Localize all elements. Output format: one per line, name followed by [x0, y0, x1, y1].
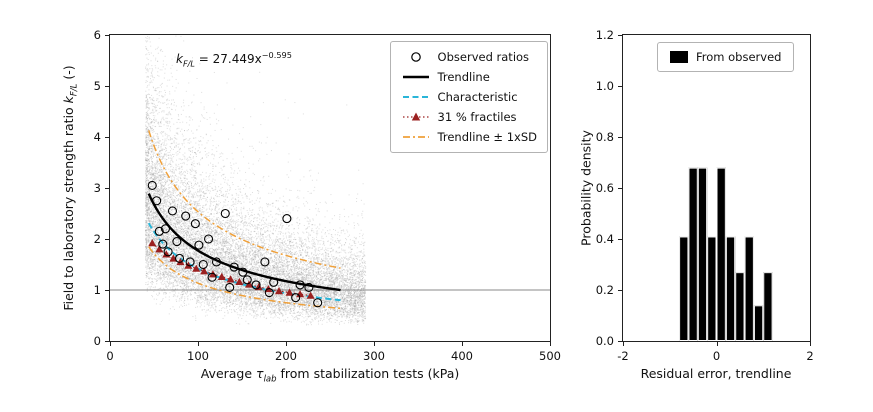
tick-mark	[618, 137, 622, 138]
tick-mark	[105, 188, 109, 189]
legend-label: Trendline ± 1xSD	[437, 130, 537, 144]
tick-label: 3	[93, 181, 101, 195]
tick-mark	[618, 290, 622, 291]
legend-label: Trendline	[437, 70, 490, 84]
tick-mark	[810, 342, 811, 346]
left-x-axis-label: Average τlab from stabilization tests (k…	[201, 366, 460, 385]
y-label-suffix: (-)	[60, 65, 76, 84]
tick-label: 100	[187, 349, 209, 363]
legend-label: Characteristic	[437, 90, 518, 104]
legend-item-observed: Observed ratios	[401, 47, 537, 67]
x-label-sub: lab	[263, 374, 277, 385]
tick-mark	[618, 188, 622, 189]
tick-label: 0	[712, 349, 721, 363]
equation-sub: F/L	[182, 58, 195, 69]
y-label-k: k	[60, 96, 76, 104]
tick-mark	[105, 137, 109, 138]
tick-label: 2	[93, 232, 101, 246]
tick-mark	[374, 342, 375, 346]
tick-mark	[618, 341, 622, 342]
dashed-line-icon	[402, 96, 429, 98]
tick-mark	[105, 86, 109, 87]
tick-mark	[550, 342, 551, 346]
circle-marker-icon	[410, 52, 421, 62]
tick-label: 0	[93, 334, 101, 348]
y-label-sub: F/L	[69, 83, 80, 97]
tick-mark	[110, 342, 111, 346]
right-x-axis-label: Residual error, trendline	[640, 366, 792, 381]
tick-mark	[618, 239, 622, 240]
tick-mark	[618, 35, 622, 36]
tick-mark	[105, 35, 109, 36]
scatter-legend: Observed ratios Trendline Characteristic…	[389, 41, 548, 153]
tick-mark	[198, 342, 199, 346]
tick-label: 0.8	[595, 130, 614, 144]
tick-label: 6	[93, 28, 101, 42]
tick-mark	[105, 239, 109, 240]
legend-item-characteristic: Characteristic	[401, 87, 537, 107]
tick-label: 0	[106, 349, 114, 363]
tick-label: 4	[93, 130, 101, 144]
tick-label: 300	[363, 349, 385, 363]
histogram-legend: From observed	[657, 42, 795, 72]
tick-mark	[105, 290, 109, 291]
legend-label: From observed	[696, 50, 782, 64]
tick-mark	[716, 342, 718, 346]
x-label-tau: τ	[256, 366, 264, 381]
legend-label: 31 % fractiles	[437, 110, 517, 124]
equation-mid: = 27.449x	[194, 52, 262, 66]
tick-label: 500	[539, 349, 561, 363]
trendline-equation: kF/L = 27.449x−0.595	[176, 50, 292, 68]
legend-item-fractiles: 31 % fractiles	[401, 107, 537, 127]
right-y-axis-label: Probability density	[578, 130, 594, 246]
tick-label: 2	[806, 349, 814, 363]
dashdot-line-icon	[402, 136, 429, 138]
solid-line-icon	[402, 75, 429, 79]
histogram-canvas	[623, 35, 810, 341]
tick-mark	[618, 86, 622, 87]
tick-label: 5	[93, 79, 101, 93]
tick-label: 0.4	[595, 232, 614, 246]
tick-mark	[105, 341, 109, 342]
tick-mark	[623, 342, 624, 346]
tick-label: 0.6	[595, 181, 614, 195]
tick-label: -2	[617, 349, 629, 363]
tick-mark	[462, 342, 463, 346]
dotted-triangle-line-icon	[402, 112, 429, 121]
tick-label: 400	[451, 349, 473, 363]
legend-item-sd-band: Trendline ± 1xSD	[401, 127, 537, 147]
legend-item-trendline: Trendline	[401, 67, 537, 87]
black-bar-swatch-icon	[670, 51, 688, 63]
tick-mark	[286, 342, 287, 346]
tick-label: 1.2	[595, 28, 614, 42]
x-label-suffix: from stabilization tests (kPa)	[276, 366, 460, 381]
x-label-text: Average	[200, 366, 257, 381]
y-label-text: Field to laboratory strength ratio	[60, 103, 76, 311]
tick-label: 1.0	[595, 79, 614, 93]
tick-label: 0.2	[595, 283, 614, 297]
equation-exponent: −0.595	[261, 50, 292, 60]
tick-label: 0.0	[595, 334, 614, 348]
equation-k: k	[176, 52, 183, 66]
left-y-axis-label: Field to laboratory strength ratio kF/L …	[61, 65, 80, 310]
tick-label: 200	[275, 349, 297, 363]
tick-label: 1	[93, 283, 101, 297]
legend-label: Observed ratios	[437, 50, 530, 64]
